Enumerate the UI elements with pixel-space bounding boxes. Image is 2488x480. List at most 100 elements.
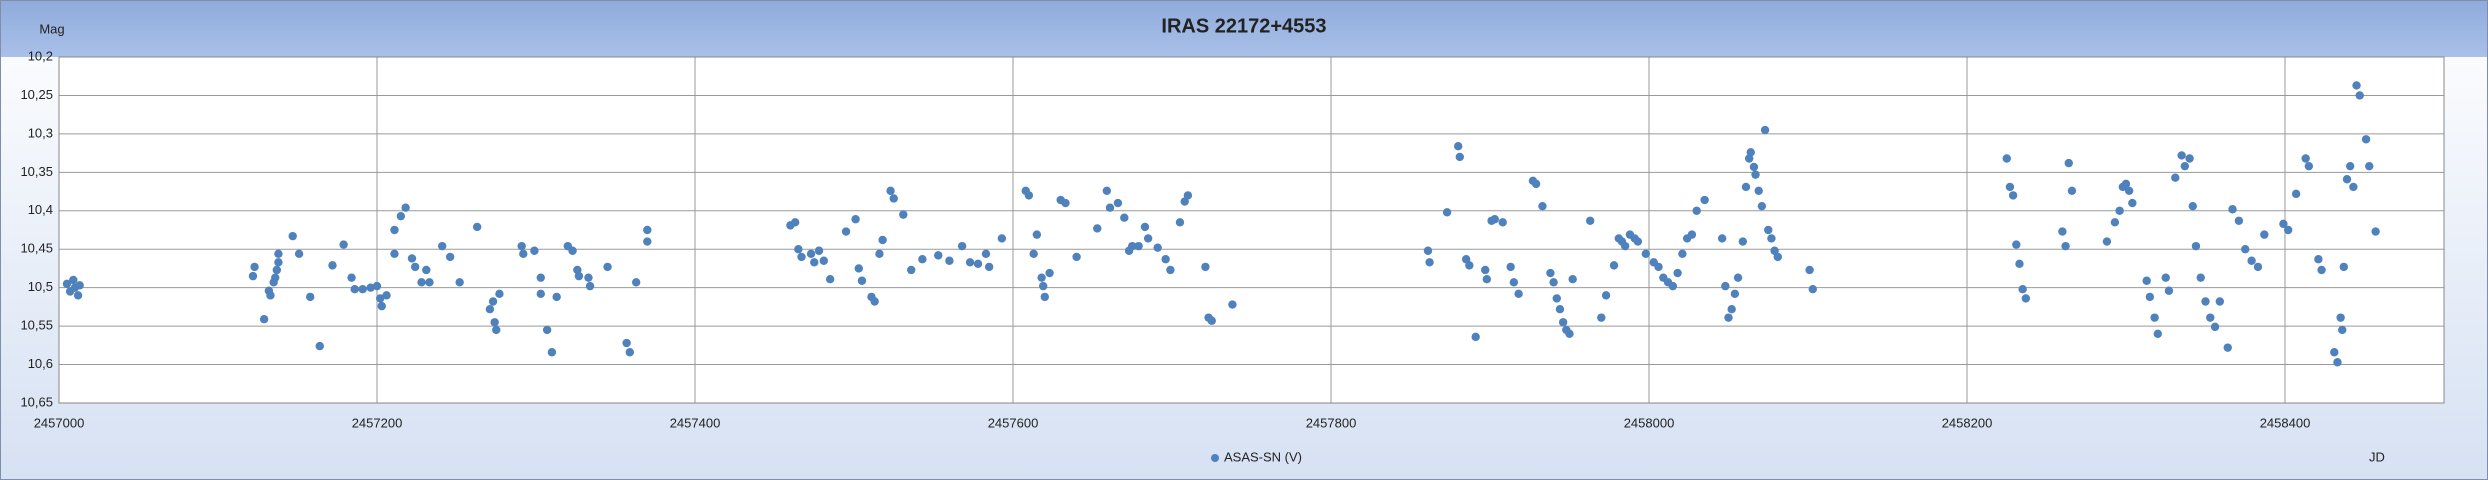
data-point [1727,304,1736,314]
data-point [1153,243,1162,252]
data-point [2253,262,2263,272]
data-point [1568,275,1577,284]
data-point [1558,318,1568,327]
data-point [1161,255,1170,264]
data-point [1585,216,1595,225]
data-point [2345,161,2355,171]
data-point [1531,179,1541,189]
data-point [2124,186,2134,195]
data-point [2330,348,2339,357]
data-point [547,348,557,357]
data-point [810,258,819,267]
data-point [2102,237,2112,246]
data-point [2067,186,2077,195]
data-point [1700,195,1709,205]
data-point [2018,285,2027,294]
data-point [2336,313,2345,322]
data-point [1506,262,1515,272]
x-tick-label: 2458000 [1624,415,1675,430]
x-tick-label: 2457800 [1306,415,1357,430]
data-point [2283,225,2293,235]
data-point [2196,273,2205,282]
data-point [1509,278,1519,287]
data-point [1738,237,1748,246]
data-point [2361,135,2371,144]
data-point [2260,230,2269,239]
data-point [2355,91,2364,100]
data-point [2153,329,2162,338]
data-point [366,283,375,292]
data-point [288,231,297,241]
data-point [1597,313,1606,322]
data-point [2008,191,2018,200]
data-point [1183,191,1193,200]
data-point [1749,162,1759,172]
data-point [1120,213,1129,222]
data-point [2365,161,2374,171]
data-point [584,273,593,282]
legend-marker [1211,454,1219,462]
data-point [1454,141,1463,151]
data-point [517,241,526,251]
data-point [248,271,258,281]
data-point [2206,313,2215,322]
data-point [1668,281,1678,291]
data-point [1093,224,1102,233]
data-point [997,234,1007,243]
data-point [2180,161,2190,171]
data-point [410,262,420,272]
data-point [1113,198,1123,208]
data-point [945,256,954,265]
data-point [2150,313,2159,322]
data-point [2188,201,2197,211]
data-point [2314,255,2323,264]
data-point [536,273,545,282]
data-point [625,348,635,357]
plot-border [58,56,2445,404]
data-point [1024,191,1034,200]
data-point [1465,261,1474,270]
data-point [1633,237,1643,246]
data-point [1102,186,1112,195]
data-point [1687,230,1697,239]
data-point [1029,249,1038,259]
data-point [918,255,927,264]
data-point [1040,292,1050,302]
data-point [422,265,431,275]
data-point [2342,175,2352,184]
data-point [934,251,943,260]
data-point [519,249,528,259]
data-point [358,285,367,294]
data-point [1455,152,1464,162]
x-tick-label: 2457400 [670,415,721,430]
data-point [492,325,501,335]
data-point [1546,268,1555,278]
data-point [1105,203,1115,212]
data-point [1549,278,1558,287]
data-point [1166,265,1175,275]
plot-area [59,57,2444,403]
data-point [1764,225,1773,235]
data-point [2191,241,2201,251]
data-point [806,249,816,259]
data-point [1555,304,1565,314]
data-point [889,194,898,203]
data-point [790,218,800,227]
x-tick-label: 2458200 [1942,415,1993,430]
data-point [536,289,545,299]
data-point [854,264,863,273]
x-axis-label: JD [2369,449,2385,464]
data-point [1724,313,1733,322]
data-point [2185,154,2194,163]
x-tick-label: 2457000 [34,415,85,430]
data-point [797,252,806,262]
data-point [1481,265,1490,275]
data-point [315,341,324,351]
data-point [1201,262,1210,272]
data-point [2128,198,2137,208]
data-point [2002,154,2011,163]
data-point [2145,292,2155,302]
data-point [1760,125,1770,135]
data-point [2317,265,2326,275]
data-point [417,278,426,287]
